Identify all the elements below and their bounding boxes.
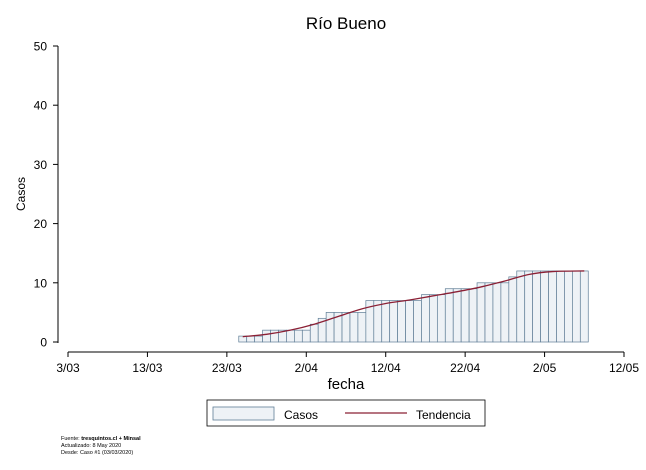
y-axis: 0 10 20 30 40 50 — [34, 40, 59, 350]
casos-bar — [429, 294, 438, 343]
casos-bar — [484, 282, 494, 343]
x-axis-label: fecha — [328, 376, 365, 393]
casos-bar — [405, 300, 414, 343]
casos-bar — [556, 270, 565, 343]
y-tick-label: 30 — [34, 158, 48, 172]
casos-bar — [309, 323, 319, 343]
y-tick-label: 20 — [34, 217, 48, 231]
casos-bar — [301, 329, 311, 343]
y-tick-label: 40 — [34, 99, 48, 113]
chart-title: Río Bueno — [306, 14, 386, 33]
x-axis: 3/03 13/03 23/03 2/04 12/04 22/04 2/05 12/05 — [56, 351, 639, 375]
casos-bar — [254, 335, 263, 343]
casos-bar — [516, 270, 526, 343]
tendencia-line — [242, 270, 585, 338]
casos-bar — [436, 294, 446, 343]
casos-bar — [524, 270, 534, 343]
casos-bar — [468, 288, 478, 343]
casos-bar — [564, 270, 573, 343]
casos-bar — [286, 329, 295, 343]
source-name: tresquintos.cl + Minsal — [81, 436, 141, 442]
legend: Casos Tendencia — [206, 399, 486, 427]
casos-bar — [460, 288, 470, 343]
legend-label-tendencia: Tendencia — [416, 408, 471, 422]
legend-label-casos: Casos — [284, 408, 318, 422]
casos-bar — [444, 288, 454, 343]
casos-bar — [294, 329, 303, 343]
x-tick-label: 2/04 — [295, 361, 319, 375]
y-tick-labels: 0 10 20 30 40 50 — [34, 40, 58, 350]
x-tick-label: 23/03 — [212, 361, 242, 375]
casos-bars — [238, 270, 589, 343]
source-prefix: Fuente: — [61, 436, 82, 442]
since-note: Desde: Caso #1 (03/03/2020) — [61, 450, 134, 456]
casos-bar — [572, 270, 581, 343]
casos-bar — [421, 294, 430, 343]
x-tick-labels: 3/03 13/03 23/03 2/04 12/04 22/04 2/05 12/05 — [56, 352, 639, 375]
casos-bar — [492, 282, 502, 343]
casos-bar — [357, 312, 367, 343]
casos-bar — [262, 329, 271, 343]
x-tick-label: 2/05 — [533, 361, 557, 375]
casos-bar — [270, 329, 279, 343]
y-tick-label: 50 — [34, 40, 48, 54]
casos-bar — [500, 282, 510, 343]
legend-swatch-casos — [212, 406, 275, 421]
casos-bar — [452, 288, 462, 343]
x-tick-label: 13/03 — [132, 361, 162, 375]
casos-bar — [579, 270, 589, 343]
casos-bar — [413, 300, 422, 343]
casos-bar — [246, 335, 256, 343]
x-tick-label: 12/05 — [609, 361, 639, 375]
x-tick-label: 22/04 — [450, 361, 480, 375]
casos-bar — [341, 312, 351, 343]
casos-bar — [548, 270, 557, 343]
y-tick-label: 10 — [34, 276, 48, 290]
casos-bar — [508, 276, 518, 343]
x-tick-label: 3/03 — [56, 361, 80, 375]
source-note: Fuente: tresquintos.cl + Minsal — [61, 436, 141, 442]
casos-bar — [349, 312, 359, 343]
casos-bar — [540, 270, 549, 343]
casos-bar — [397, 300, 406, 343]
updated-note: Actualizado: 8 May 2020 — [61, 443, 122, 449]
casos-bar — [373, 300, 383, 343]
casos-bar — [476, 282, 486, 343]
y-tick-label: 0 — [40, 336, 47, 350]
casos-bar — [389, 300, 398, 343]
casos-bar — [325, 312, 335, 343]
y-axis-label: Casos — [14, 177, 28, 211]
casos-bar — [381, 300, 391, 343]
x-tick-label: 12/04 — [371, 361, 401, 375]
casos-bar — [532, 270, 541, 343]
